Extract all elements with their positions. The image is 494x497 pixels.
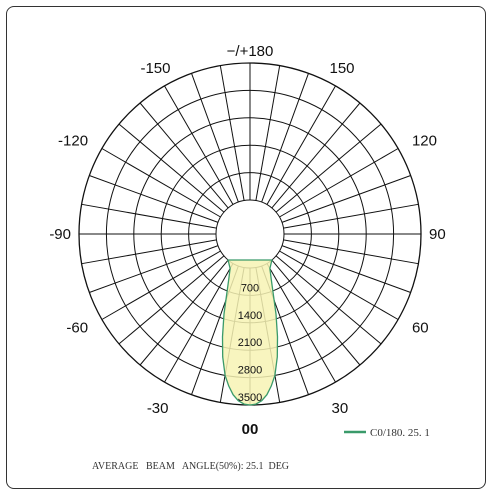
grid-inner-circle	[215, 199, 285, 269]
angle-label: -150	[140, 60, 170, 77]
angle-label: -120	[58, 133, 88, 150]
grid-spoke	[191, 73, 239, 203]
angle-label: 60	[412, 320, 429, 337]
angle-label: -90	[49, 226, 71, 243]
grid-spoke	[118, 255, 225, 345]
radial-tick-label: 2800	[238, 365, 262, 377]
angle-label: 00	[242, 421, 259, 438]
legend-label: C0/180. 25. 1	[370, 427, 430, 439]
angle-label: -30	[147, 400, 169, 417]
angle-label: 30	[332, 400, 349, 417]
grid-spoke	[275, 123, 382, 213]
radial-tick-label: 2100	[238, 337, 262, 349]
grid-spoke	[101, 250, 221, 320]
radial-tick-label: 700	[241, 282, 259, 294]
grid-spoke	[118, 123, 225, 213]
grid-spoke	[255, 65, 281, 201]
series-curve	[221, 259, 279, 406]
grid-spoke	[139, 259, 229, 366]
grid-spoke	[261, 73, 309, 203]
grid-spoke	[81, 203, 217, 229]
angle-label: -60	[66, 320, 88, 337]
grid-spoke	[281, 245, 411, 293]
grid-spoke	[271, 102, 361, 209]
grid-spoke	[266, 263, 336, 383]
grid-spoke	[283, 239, 419, 265]
grid-spoke	[81, 239, 217, 265]
grid-spoke	[275, 255, 382, 345]
angle-label: 90	[429, 226, 446, 243]
grid-spoke	[89, 175, 219, 223]
grid-spoke	[89, 245, 219, 293]
radial-tick-label: 1400	[238, 310, 262, 322]
grid-spoke	[266, 85, 336, 205]
grid-spoke	[164, 263, 234, 383]
angle-label: 120	[412, 133, 437, 150]
grid-spoke	[279, 250, 399, 320]
grid-spoke	[164, 85, 234, 205]
angle-label: −/+180	[227, 43, 274, 60]
grid-spoke	[281, 175, 411, 223]
chart-frame	[6, 6, 486, 489]
radial-tick-label: 3500	[238, 392, 262, 404]
grid-spoke	[219, 65, 245, 201]
beam-angle-note: AVERAGE BEAM ANGLE(50%): 25.1 DEG	[92, 461, 289, 472]
grid-spoke	[271, 259, 361, 366]
grid-spoke	[139, 102, 229, 209]
grid-spoke	[101, 148, 221, 218]
angle-label: 150	[330, 60, 355, 77]
grid-spoke	[279, 148, 399, 218]
grid-spoke	[283, 203, 419, 229]
